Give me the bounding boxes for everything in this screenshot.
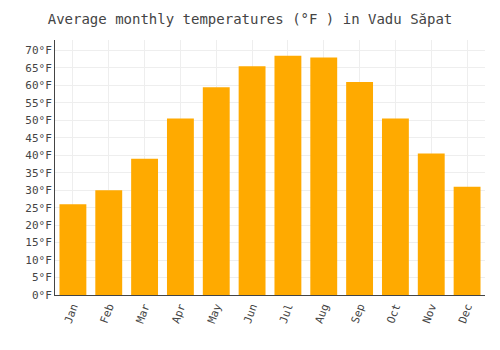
svg-text:Mar: Mar: [134, 302, 153, 325]
svg-text:Jan: Jan: [62, 302, 81, 325]
svg-text:15°F: 15°F: [25, 236, 52, 249]
svg-text:Sep: Sep: [349, 302, 368, 325]
svg-text:55°F: 55°F: [25, 97, 52, 110]
svg-text:Feb: Feb: [98, 302, 117, 325]
svg-text:Apr: Apr: [169, 302, 188, 325]
svg-text:Jul: Jul: [277, 302, 296, 325]
svg-text:0°F: 0°F: [32, 289, 52, 302]
svg-text:35°F: 35°F: [25, 167, 52, 180]
svg-text:20°F: 20°F: [25, 219, 52, 232]
svg-text:5°F: 5°F: [32, 271, 52, 284]
svg-text:May: May: [205, 302, 224, 325]
svg-text:40°F: 40°F: [25, 149, 52, 162]
svg-text:Dec: Dec: [456, 302, 475, 325]
svg-text:Oct: Oct: [384, 302, 403, 325]
svg-text:70°F: 70°F: [25, 44, 52, 57]
svg-text:Aug: Aug: [313, 302, 332, 325]
svg-text:25°F: 25°F: [25, 202, 52, 215]
svg-text:60°F: 60°F: [25, 79, 52, 92]
svg-text:Jun: Jun: [241, 302, 260, 325]
svg-text:10°F: 10°F: [25, 254, 52, 267]
svg-text:Nov: Nov: [420, 302, 439, 325]
svg-text:30°F: 30°F: [25, 184, 52, 197]
svg-text:50°F: 50°F: [25, 114, 52, 127]
svg-text:65°F: 65°F: [25, 62, 52, 75]
svg-text:45°F: 45°F: [25, 132, 52, 145]
svg-text:Average monthly temperatures (: Average monthly temperatures (°F ) in Va…: [48, 11, 453, 27]
